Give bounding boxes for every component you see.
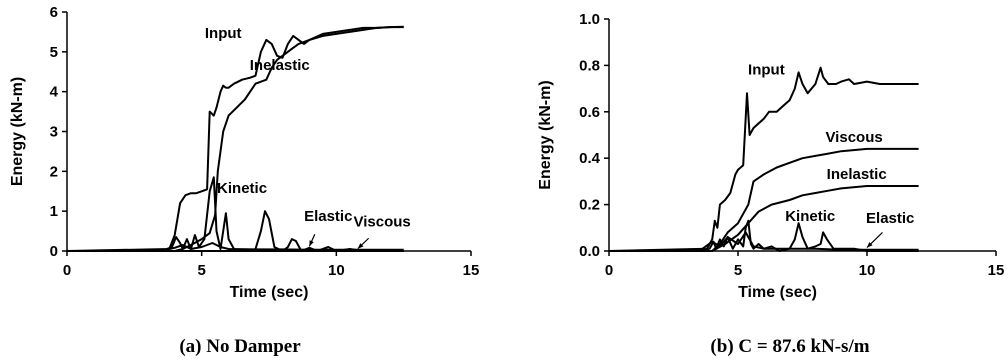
x-axis-label: Time (sec) [230,284,309,301]
x-tick-label: 15 [988,262,1005,279]
annotation-input: Input [205,25,242,42]
y-tick-label: 0.4 [579,150,601,167]
y-tick-label: 5 [50,44,58,61]
annotation-viscous: Viscous [353,213,410,230]
annotation-input: Input [748,62,785,79]
annotation-kinetic: Kinetic [217,180,267,197]
annotation-kinetic: Kinetic [785,208,835,225]
series-kinetic [699,219,919,252]
x-tick-label: 0 [605,262,613,279]
y-tick-label: 1.0 [579,11,600,28]
series-elastic [161,242,404,252]
chart-caption: (b) C = 87.6 kN-s/m [710,336,869,357]
chart-b: 0.0 0.2 0.4 0.6 0.8 1.0 0 5 10 15 Time (sec) Energy… [537,11,1004,357]
y-tick-label: 3 [50,124,58,141]
x-axis-label: Time (sec) [738,284,817,301]
y-tick-label: 1 [50,203,58,220]
y-tick-label: 4 [50,84,59,101]
y-tick-label: 0 [50,243,58,260]
annotation-elastic: Elastic [304,208,352,225]
arrow-head [357,243,364,249]
y-tick-label: 2 [50,163,58,180]
arrow-head [867,241,873,248]
series-viscous [609,147,919,252]
x-tick-label: 10 [859,262,876,279]
arrow-head [309,240,314,247]
annotation-elastic: Elastic [866,210,914,227]
y-axis-label: Energy (kN-m) [537,80,554,189]
series-elastic [698,231,919,252]
x-tick-label: 5 [197,262,205,279]
y-tick-label: 0.8 [579,57,600,74]
annotation-inelastic: Inelastic [250,57,310,74]
annotation-viscous: Viscous [825,129,882,146]
annotation-inelastic: Inelastic [827,166,887,183]
x-tick-label: 0 [63,262,71,279]
y-axis-label: Energy (kN-m) [9,77,26,186]
x-tick-label: 15 [463,262,480,279]
series-input [608,66,919,252]
y-tick-label: 0.2 [579,197,600,214]
y-tick-label: 0.0 [579,243,600,260]
chart-caption: (a) No Damper [179,336,301,357]
x-tick-label: 5 [734,262,742,279]
series-input [66,26,404,252]
x-tick-label: 10 [328,262,345,279]
chart-a: 0 1 2 3 4 5 6 0 5 10 15 Time (sec) Energy (kN-m) Inpu… [9,4,479,357]
y-tick-label: 0.6 [579,104,600,121]
y-tick-label: 6 [50,4,58,21]
